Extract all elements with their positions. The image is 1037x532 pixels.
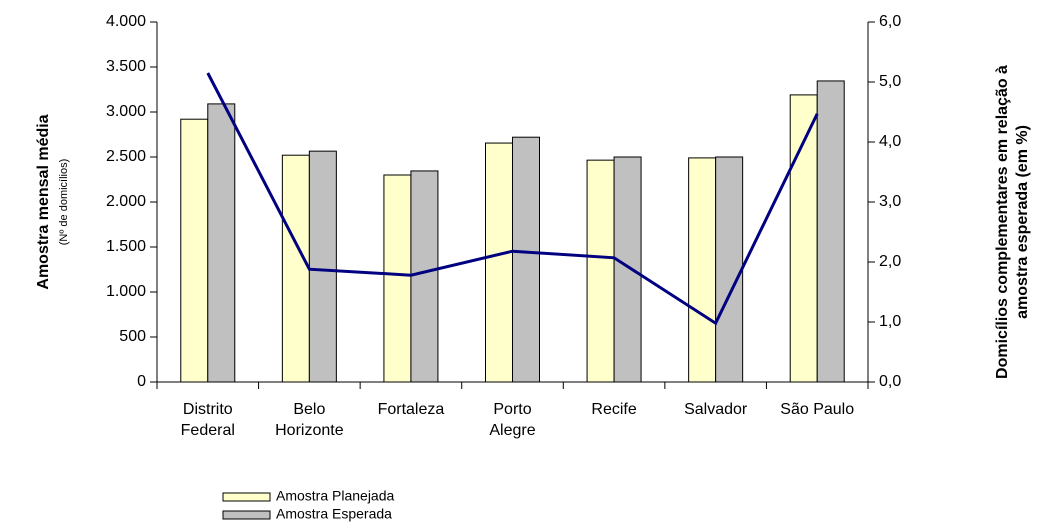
x-tick-label: São Paulo — [780, 401, 854, 418]
y2-tick-label: 1,0 — [879, 313, 901, 330]
y-tick-label: 2.500 — [106, 148, 146, 165]
y-tick-label: 3.000 — [106, 103, 146, 120]
bar — [586, 159, 615, 383]
y-tick-label: 1.000 — [106, 283, 146, 300]
x-tick-label: Recife — [591, 401, 636, 418]
x-tick-label: Porto — [493, 401, 531, 418]
bar — [410, 170, 439, 383]
bar — [816, 80, 845, 383]
x-tick-label: Federal — [181, 422, 235, 439]
bar — [180, 118, 209, 383]
y2-axis-title: amostra esperada (em %) — [1014, 125, 1031, 319]
x-tick-label: Fortaleza — [378, 401, 445, 418]
bar — [207, 103, 236, 383]
x-tick-label: Horizonte — [275, 422, 344, 439]
y-tick-label: 0 — [137, 373, 146, 390]
x-tick-label: Belo — [293, 401, 325, 418]
x-tick-label: Alegre — [489, 422, 535, 439]
y-tick-label: 2.000 — [106, 193, 146, 210]
y-tick-label: 1.500 — [106, 238, 146, 255]
y2-tick-label: 0,0 — [879, 373, 901, 390]
bar — [383, 174, 412, 383]
bar — [308, 150, 337, 383]
y-tick-label: 500 — [119, 328, 146, 345]
y2-axis-title: Domicílios complementares em relação à — [994, 65, 1011, 379]
x-tick-label: Salvador — [684, 401, 748, 418]
line — [206, 72, 819, 326]
bar — [281, 154, 310, 383]
y2-tick-label: 2,0 — [879, 253, 901, 270]
bar — [688, 157, 717, 383]
legend-label: Amostra Planejada — [276, 488, 395, 504]
y2-tick-label: 5,0 — [879, 73, 901, 90]
y2-tick-label: 3,0 — [879, 193, 901, 210]
legend-swatch — [222, 510, 271, 520]
y-axis-subtitle: (Nº de domicílios) — [58, 159, 70, 246]
y2-tick-label: 4,0 — [879, 133, 901, 150]
bar — [789, 94, 818, 383]
y-axis-title: Amostra mensal média — [35, 114, 52, 289]
legend-label: Amostra Esperada — [276, 506, 392, 522]
y-tick-label: 4.000 — [106, 13, 146, 30]
bar — [512, 136, 540, 383]
y-tick-label: 3.500 — [106, 58, 146, 75]
legend-swatch — [222, 492, 271, 502]
x-tick-label: Distrito — [183, 401, 233, 418]
bar — [485, 142, 513, 383]
bar — [715, 156, 744, 383]
bar — [613, 156, 642, 383]
y2-tick-label: 6,0 — [879, 13, 901, 30]
